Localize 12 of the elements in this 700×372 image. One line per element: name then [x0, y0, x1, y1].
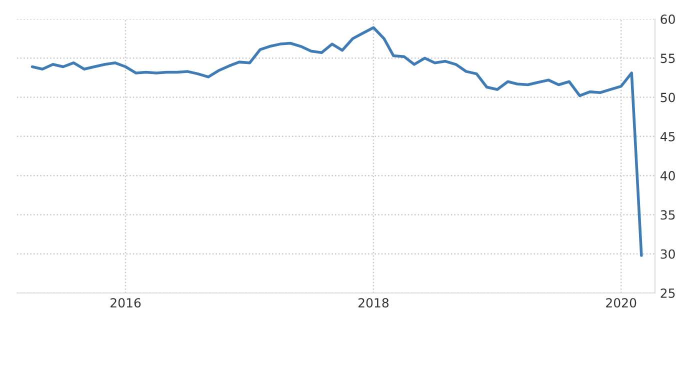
y-tick-label: 35 [660, 210, 675, 220]
line-series [30, 26, 643, 257]
y-tick-label: 50 [660, 92, 675, 102]
y-tick-label: 40 [660, 171, 675, 180]
y-tick-label: 25 [660, 288, 675, 298]
y-tick-label: 30 [660, 249, 675, 259]
x-tick-label: 2020 [606, 298, 636, 308]
x-tick-label: 2016 [110, 298, 141, 308]
y-tick-label: 60 [660, 14, 675, 24]
y-tick-label: 45 [660, 132, 675, 142]
y-tick-label: 55 [660, 54, 675, 64]
x-tick-label: 2018 [358, 298, 389, 308]
